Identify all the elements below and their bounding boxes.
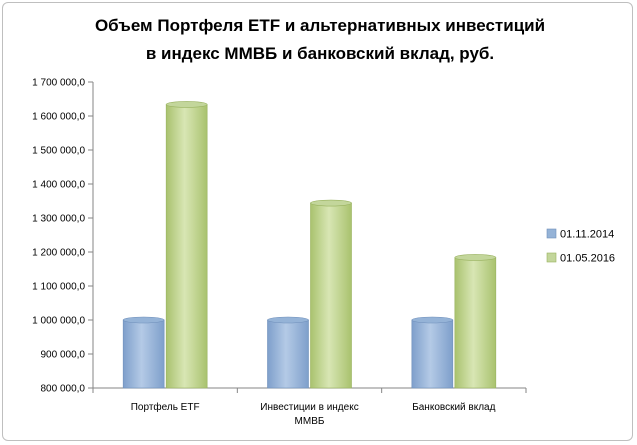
x-category-label: Инвестиции в индекс — [260, 402, 358, 413]
y-tick-label: 1 600 000,0 — [32, 112, 85, 123]
axes — [88, 81, 527, 393]
y-tick-label: 1 000 000,0 — [32, 316, 85, 327]
legend-item: 01.05.2016 — [546, 252, 615, 265]
legend-label: 01.05.2016 — [560, 253, 615, 265]
y-tick-label: 800 000,0 — [41, 384, 86, 395]
bar-series-2 — [165, 101, 208, 389]
bar-top — [411, 316, 454, 324]
x-category-label: Банковский вклад — [412, 402, 495, 413]
category-labels: Портфель ETF Инвестиции в индекс ММВБ Банко… — [131, 401, 496, 427]
y-tick-label: 1 700 000,0 — [32, 78, 85, 89]
chart-title-line-1: Объем Портфеля ETF и альтернативных инве… — [94, 16, 546, 35]
x-category-label: Портфель ETF — [131, 401, 200, 413]
bar-series-1 — [411, 316, 454, 389]
bar-top — [454, 254, 497, 261]
bar-top — [122, 316, 165, 324]
x-category-label: ММВБ — [295, 416, 325, 427]
legend-swatch — [546, 252, 557, 263]
legend-swatch — [546, 228, 557, 239]
legend-item: 01.11.2014 — [546, 228, 614, 241]
bar-series-1 — [267, 316, 309, 389]
bar-top — [165, 101, 208, 108]
bar-series-2 — [454, 254, 497, 389]
legend: 01.11.2014 01.05.2016 — [546, 228, 615, 265]
y-tick-label: 1 400 000,0 — [32, 180, 85, 191]
y-tick-label: 1 500 000,0 — [32, 146, 85, 157]
y-tick-label: 1 100 000,0 — [32, 282, 85, 293]
bar-top — [267, 316, 309, 324]
y-tick-label: 900 000,0 — [41, 350, 86, 361]
legend-label: 01.11.2014 — [560, 229, 614, 241]
bars — [122, 101, 497, 389]
chart-title-line-2: в индекс ММВБ и банковский вклад, руб. — [145, 44, 495, 63]
y-tick-label: 1 200 000,0 — [32, 248, 85, 259]
bar-series-1 — [122, 316, 165, 389]
y-tick-label: 1 300 000,0 — [32, 214, 85, 225]
bar-series-2 — [310, 199, 352, 389]
bar-top — [310, 199, 352, 207]
tick-labels: 800 000,0 900 000,0 1 000 000,0 1 100 000,0… — [32, 78, 85, 395]
